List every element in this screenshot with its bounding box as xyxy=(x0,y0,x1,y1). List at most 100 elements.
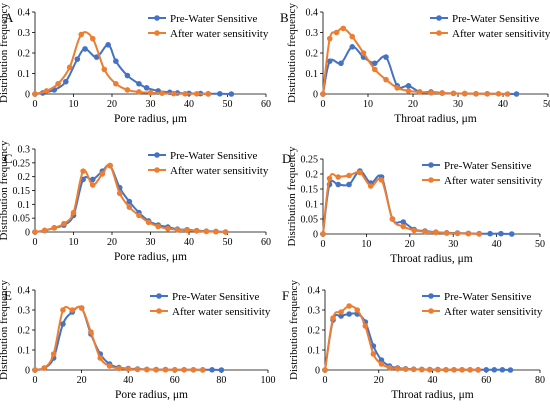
x-tick-label: 0 xyxy=(321,239,326,250)
data-point xyxy=(97,355,104,361)
data-point xyxy=(349,44,356,50)
data-point xyxy=(134,366,141,373)
y-tick-label: 0 xyxy=(315,366,320,377)
data-point xyxy=(349,33,356,40)
data-point xyxy=(213,228,219,235)
data-point xyxy=(222,229,229,235)
data-point xyxy=(410,366,417,373)
series-after-water-sensitivity xyxy=(32,162,229,235)
panel-label: F xyxy=(282,288,289,303)
x-axis-title: Throat radius, μm xyxy=(391,389,474,401)
x-tick-label: 0 xyxy=(33,99,38,110)
x-tick-label: 30 xyxy=(146,99,156,110)
y-tick-label: 0.1 xyxy=(306,69,319,80)
legend-label: After water sensitivity xyxy=(444,306,543,318)
y-tick-label: 0.15 xyxy=(301,185,319,196)
data-point xyxy=(136,80,142,87)
data-point xyxy=(330,315,336,321)
x-tick-label: 20 xyxy=(408,99,418,110)
legend-label: Pre-Water Sensitive xyxy=(444,160,532,172)
data-point xyxy=(60,321,66,327)
series-line xyxy=(322,45,517,95)
panel-e: E 0 0.1 0.2 0.3 0.4 0 20 40 60 80 100 Pore radius, μ… xyxy=(0,280,276,401)
data-point xyxy=(400,223,407,230)
data-point xyxy=(354,307,361,313)
data-point xyxy=(443,230,450,236)
data-point xyxy=(209,367,215,373)
data-point xyxy=(400,219,407,225)
series-after-water-sensitivity xyxy=(32,31,212,97)
x-tick-label: 0 xyxy=(33,375,38,386)
data-point xyxy=(467,367,473,373)
x-tick-label: 40 xyxy=(184,237,194,248)
y-tick-label: 0 xyxy=(25,228,30,239)
data-point xyxy=(326,58,333,64)
data-point xyxy=(126,204,133,210)
data-point xyxy=(418,366,425,373)
data-point xyxy=(338,60,344,67)
data-point xyxy=(346,181,352,188)
data-point xyxy=(32,91,38,97)
data-point xyxy=(61,220,67,227)
data-point xyxy=(346,303,352,309)
data-point xyxy=(63,78,69,85)
legend-label: Pre-Water Sensitive xyxy=(170,150,258,162)
data-point xyxy=(360,50,367,56)
data-point xyxy=(383,54,389,60)
data-point xyxy=(93,54,100,60)
data-point xyxy=(320,231,326,237)
data-point xyxy=(451,367,457,373)
data-point xyxy=(89,182,96,188)
data-point xyxy=(487,230,493,237)
data-point xyxy=(338,313,344,319)
y-tick-label: 0.15 xyxy=(13,186,31,197)
data-point xyxy=(32,229,38,235)
data-point xyxy=(491,367,498,373)
data-point xyxy=(162,367,169,373)
data-point xyxy=(476,231,483,237)
data-point xyxy=(383,76,389,83)
data-point xyxy=(389,216,396,222)
panel-b: B 0 0.1 0.2 0.3 0.4 0 10 20 30 40 50 Throat radius, … xyxy=(280,3,550,125)
y-tick-label: 0.3 xyxy=(18,145,31,156)
data-point xyxy=(402,366,409,373)
data-point xyxy=(416,89,423,95)
panel-d: D 0 0.05 0.1 0.15 0.2 0.25 0 10 20 30 40 50 Throat ra… xyxy=(282,146,545,265)
y-tick-label: 0 xyxy=(25,90,30,101)
data-point xyxy=(320,91,326,97)
legend: Pre-Water Sensitive After water sensitivi… xyxy=(422,291,543,318)
series-pre-water-sensitive xyxy=(322,311,514,373)
y-tick-label: 0.2 xyxy=(18,326,31,337)
data-point xyxy=(82,46,88,52)
y-tick-label: 0.1 xyxy=(18,200,31,211)
data-point xyxy=(159,90,165,96)
data-point xyxy=(155,223,161,230)
series-line xyxy=(324,312,511,371)
data-point xyxy=(394,366,401,372)
legend-swatch-marker xyxy=(154,30,160,36)
x-tick-label: 40 xyxy=(492,239,502,250)
x-axis-title: Pore radius, μm xyxy=(114,113,187,125)
data-point xyxy=(338,309,344,315)
x-tick-label: 80 xyxy=(216,375,226,386)
data-point xyxy=(495,90,502,97)
data-point xyxy=(51,225,58,231)
data-point xyxy=(153,367,159,373)
data-point xyxy=(190,367,197,373)
data-point xyxy=(143,85,150,91)
y-tick-label: 0.05 xyxy=(301,215,319,226)
data-point xyxy=(174,226,181,233)
x-tick-label: 20 xyxy=(107,99,117,110)
legend-label: After water sensitivity xyxy=(170,165,269,177)
legend-swatch-marker xyxy=(428,177,434,183)
data-point xyxy=(499,367,506,373)
panel-f: F 0 0.1 0.2 0.3 0.4 0 20 40 60 80 Throat radius, μm… xyxy=(282,280,545,401)
y-tick-label: 0.2 xyxy=(18,49,31,60)
data-point xyxy=(217,90,223,97)
data-point xyxy=(378,361,385,367)
data-point xyxy=(228,91,235,97)
legend-swatch-marker xyxy=(428,308,434,314)
x-tick-label: 50 xyxy=(535,239,545,250)
y-axis-title: Distribution frequency xyxy=(0,140,10,240)
data-point xyxy=(218,367,225,373)
